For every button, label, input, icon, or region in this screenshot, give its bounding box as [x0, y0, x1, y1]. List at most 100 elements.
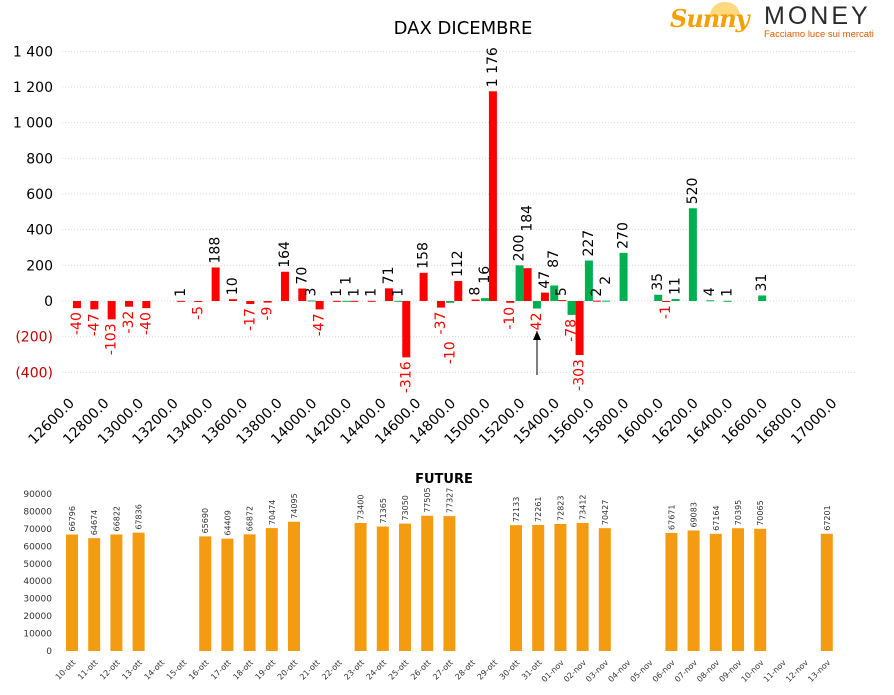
- future-y-tick-label: 20000: [23, 612, 52, 622]
- green-bar: [758, 295, 767, 301]
- y-tick-label: 1 200: [13, 80, 53, 96]
- future-data-label: 77505: [423, 487, 432, 512]
- future-data-label: 64409: [223, 510, 232, 535]
- bar-data-label: 5: [554, 287, 570, 296]
- bar-data-label: 47: [537, 271, 553, 289]
- future-data-label: 70065: [756, 500, 765, 525]
- future-bar: [288, 521, 300, 651]
- dax-chart-title: DAX DICEMBRE: [394, 18, 533, 39]
- bar-data-label: 184: [520, 205, 536, 232]
- bar-data-label: 1: [720, 288, 736, 297]
- bar-data-label: -42: [529, 312, 545, 335]
- future-y-tick-label: 50000: [23, 560, 52, 570]
- future-data-label: 74095: [290, 493, 299, 518]
- future-bar: [110, 534, 123, 651]
- future-y-tick-label: 60000: [23, 542, 52, 552]
- future-bar: [132, 532, 145, 651]
- red-bar: [662, 301, 671, 302]
- future-x-tick-label: 20-ott: [276, 658, 300, 682]
- future-y-tick-label: 0: [46, 647, 52, 657]
- future-y-tick-label: 40000: [23, 577, 52, 587]
- bar-data-label: 1: [329, 288, 345, 297]
- future-bar: [399, 523, 411, 651]
- future-x-tick-label: 24-ott: [365, 658, 389, 682]
- future-data-label: 72261: [534, 496, 543, 521]
- future-x-tick-label: 10-nov: [740, 658, 766, 684]
- y-tick-label: 600: [26, 187, 53, 203]
- y-tick-label: 1 000: [13, 116, 53, 132]
- future-x-tick-label: 27-ott: [431, 658, 455, 682]
- green-bar: [480, 298, 489, 301]
- bar-data-label: 4: [702, 287, 718, 296]
- future-x-tick-label: 07-nov: [673, 658, 699, 684]
- bar-data-label: -1: [658, 305, 674, 319]
- future-x-tick-label: 12-nov: [784, 658, 810, 684]
- future-data-label: 72823: [556, 496, 565, 521]
- future-x-tick-label: 30-ott: [498, 658, 522, 682]
- bar-data-label: 1: [338, 276, 354, 285]
- red-bar: [367, 300, 376, 302]
- red-bar: [90, 301, 99, 310]
- future-bar: [421, 515, 434, 651]
- bar-data-label: 3: [304, 288, 320, 297]
- future-bar: [687, 530, 700, 651]
- bar-data-label: 1: [173, 288, 189, 297]
- y-tick-label: 800: [26, 151, 53, 167]
- future-x-tick-label: 19-ott: [254, 658, 278, 682]
- future-data-label: 67671: [667, 504, 676, 529]
- future-y-tick-label: 70000: [23, 525, 52, 535]
- green-bar: [584, 260, 593, 301]
- y-tick-label: 1 400: [13, 44, 53, 60]
- green-bar: [446, 301, 455, 303]
- bar-data-label: -17: [242, 308, 258, 331]
- red-bar: [488, 91, 497, 301]
- red-bar: [471, 299, 480, 301]
- red-bar: [280, 271, 289, 301]
- red-bar: [246, 301, 255, 305]
- green-bar: [706, 300, 715, 302]
- future-data-label: 70427: [601, 500, 610, 525]
- bar-data-label: -316: [398, 361, 414, 393]
- bar-data-label: 8: [468, 287, 484, 296]
- bar-data-label: -78: [564, 319, 580, 342]
- y-tick-label: 200: [26, 258, 53, 274]
- future-bar: [265, 528, 278, 651]
- future-data-label: 67201: [823, 505, 832, 530]
- future-x-tick-label: 01-nov: [540, 658, 566, 684]
- bar-data-label: 2: [598, 276, 614, 285]
- future-x-tick-label: 11-nov: [762, 658, 788, 684]
- future-data-label: 64674: [90, 510, 99, 535]
- y-tick-label: (400): [15, 365, 53, 381]
- arrow-head-icon: [533, 331, 541, 340]
- logo-money: MONEY: [764, 2, 871, 30]
- green-bar: [307, 300, 316, 302]
- green-bar: [619, 252, 628, 301]
- bar-data-label: -5: [190, 306, 206, 320]
- red-bar: [350, 300, 359, 302]
- red-bar: [176, 300, 185, 302]
- future-data-label: 67836: [135, 504, 144, 529]
- red-bar: [454, 281, 463, 301]
- future-data-label: 72133: [512, 497, 521, 522]
- y-tick-label: 400: [26, 223, 53, 239]
- future-bar: [510, 525, 522, 651]
- future-bar: [199, 536, 212, 651]
- future-data-label: 66822: [112, 506, 121, 531]
- bar-data-label: 35: [650, 273, 666, 291]
- bar-data-label: -37: [433, 312, 449, 335]
- future-x-tick-label: 13-ott: [120, 658, 144, 682]
- future-x-tick-label: 29-ott: [476, 658, 500, 682]
- future-data-label: 71365: [379, 498, 388, 523]
- red-bar: [263, 301, 272, 303]
- future-data-label: 77327: [445, 488, 454, 513]
- red-bar: [142, 301, 151, 309]
- sun-icon: [710, 2, 740, 16]
- future-x-tick-label: 28-ott: [453, 658, 477, 682]
- future-x-tick-label: 03-nov: [584, 658, 610, 684]
- future-data-label: 70474: [268, 500, 277, 525]
- future-x-tick-label: 05-nov: [629, 658, 655, 684]
- red-bar: [107, 301, 116, 320]
- future-x-tick-label: 17-ott: [209, 658, 233, 682]
- green-bar: [567, 301, 576, 315]
